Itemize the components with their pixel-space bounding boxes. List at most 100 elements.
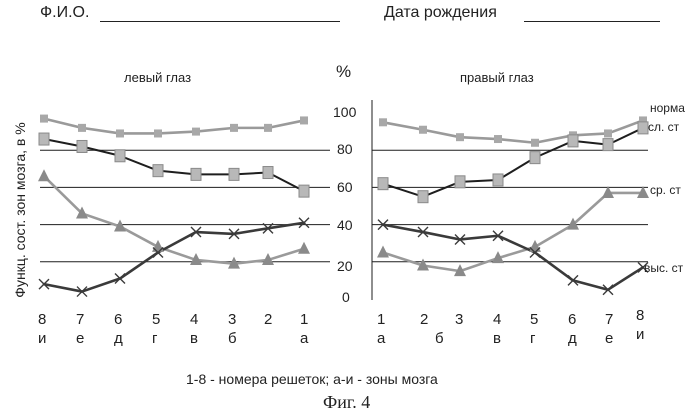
left-series-line-3	[42, 221, 306, 293]
left-series-3-point-6	[262, 222, 274, 234]
right-series-line-0	[381, 119, 645, 145]
left-series-3-point-3	[152, 247, 164, 258]
right-series-1-point-7	[637, 121, 649, 135]
right-series-1-point-3	[492, 173, 504, 187]
right-series-3-point-3	[492, 230, 504, 242]
right-series-0-point-0	[379, 118, 387, 127]
right-x-num-5: 6	[568, 311, 577, 328]
right-x-letter-0: а	[377, 330, 386, 347]
legend-norma: норма	[650, 101, 685, 115]
right-series-1-point-2	[454, 175, 466, 189]
right-panel-title: правый глаз	[460, 70, 534, 85]
right-x-letter-7: и	[636, 326, 645, 343]
left-series-2-point-7	[298, 241, 310, 254]
right-x-letter-1: б	[435, 330, 444, 347]
y-axis-label: Функц. сост. зон мозга, в %	[12, 122, 28, 298]
y-tick-100: 100	[333, 104, 357, 120]
right-x-letter-6: е	[605, 330, 614, 347]
right-series-3-point-0	[377, 219, 389, 231]
left-x-letter-4: в	[190, 330, 198, 347]
y-tick-20: 20	[337, 258, 353, 274]
left-series-1-point-6	[262, 166, 274, 180]
legend-vys-st: выс. ст	[644, 261, 684, 275]
left-panel-title: левый глаз	[124, 70, 192, 85]
left-x-letter-7: а	[300, 330, 309, 347]
dob-label: Дата рождения	[384, 4, 497, 21]
legend-sl-st: сл. ст	[648, 120, 680, 134]
right-series-1-point-1	[417, 190, 429, 204]
right-x-num-6: 7	[605, 311, 614, 328]
left-series-2-point-6	[262, 252, 274, 265]
left-series-0-point-5	[230, 123, 238, 132]
left-series-0-point-7	[300, 116, 308, 125]
y-tick-60: 60	[337, 179, 353, 195]
right-x-num-4: 5	[530, 311, 539, 328]
right-x-num-3: 4	[493, 311, 502, 328]
left-series-1-point-7	[298, 184, 310, 198]
right-series-2-point-0	[377, 245, 389, 258]
right-series-0-point-7	[639, 116, 647, 125]
fio-label: Ф.И.О.	[40, 4, 90, 21]
left-series-0-point-1	[78, 123, 86, 132]
left-x-num-0: 8	[38, 311, 47, 328]
right-x-letter-3: в	[493, 330, 501, 347]
left-series	[42, 117, 306, 293]
right-series-line-2	[381, 191, 645, 273]
right-series-2-point-6	[602, 185, 614, 198]
left-series-3-point-4	[190, 226, 202, 238]
left-x-letter-0: и	[38, 330, 47, 347]
footnote: 1-8 - номера решеток; а-и - зоны мозга	[186, 371, 438, 387]
left-series-line-2	[42, 174, 306, 265]
right-series-0-point-1	[419, 125, 427, 134]
dob-field-line	[524, 21, 660, 22]
left-x-num-6: 2	[264, 311, 273, 328]
right-series-3-point-6	[602, 284, 614, 296]
left-grid	[40, 149, 330, 263]
right-series-2-point-1	[417, 258, 429, 271]
right-x-num-2: 3	[455, 311, 464, 328]
right-series-2-point-5	[567, 217, 579, 230]
left-series-3-point-7	[298, 217, 310, 229]
right-series-0-point-6	[604, 129, 612, 138]
y-tick-0: 0	[342, 289, 350, 305]
right-grid	[371, 100, 648, 300]
left-x-letter-2: д	[114, 330, 123, 347]
left-series-3-point-1	[76, 286, 88, 298]
left-x-num-2: 6	[114, 311, 123, 328]
right-series-1-point-6	[602, 138, 614, 152]
right-series-1-point-0	[377, 177, 389, 191]
right-series-2-point-3	[492, 251, 504, 264]
right-series-line-1	[382, 126, 644, 198]
left-x-num-7: 1	[300, 311, 309, 328]
left-x-num-5: 3	[228, 311, 237, 328]
left-series-1-point-1	[76, 139, 88, 153]
left-series-line-0	[42, 117, 306, 135]
left-series-1-point-0	[38, 132, 50, 146]
percent-label: %	[336, 62, 352, 81]
right-series-0-point-2	[456, 133, 464, 142]
left-series-0-point-6	[264, 123, 272, 132]
right-x-letter-4: г	[530, 330, 536, 347]
left-series-2-point-0	[38, 169, 50, 182]
left-series-1-point-4	[190, 167, 202, 181]
y-tick-40: 40	[337, 217, 353, 233]
left-x-letter-5: б	[228, 330, 237, 347]
right-markers	[377, 116, 649, 296]
right-x-letter-5: д	[568, 330, 577, 347]
right-series-0-point-3	[494, 135, 502, 144]
left-series-2-point-5	[228, 256, 240, 269]
left-series-1-point-3	[152, 164, 164, 178]
left-series-0-point-3	[154, 129, 162, 138]
left-series-3-point-0	[38, 278, 50, 290]
right-series-3-point-5	[567, 274, 579, 286]
fio-field-line	[100, 21, 340, 22]
left-series-3-point-5	[228, 228, 240, 240]
right-series-1-point-5	[567, 134, 579, 148]
left-series-3-point-2	[114, 273, 126, 285]
right-series-0-point-4	[531, 138, 539, 147]
right-series-2-point-7	[637, 185, 649, 198]
y-tick-80: 80	[337, 141, 353, 157]
left-x-letter-3: г	[152, 330, 158, 347]
left-x-num-1: 7	[76, 311, 85, 328]
